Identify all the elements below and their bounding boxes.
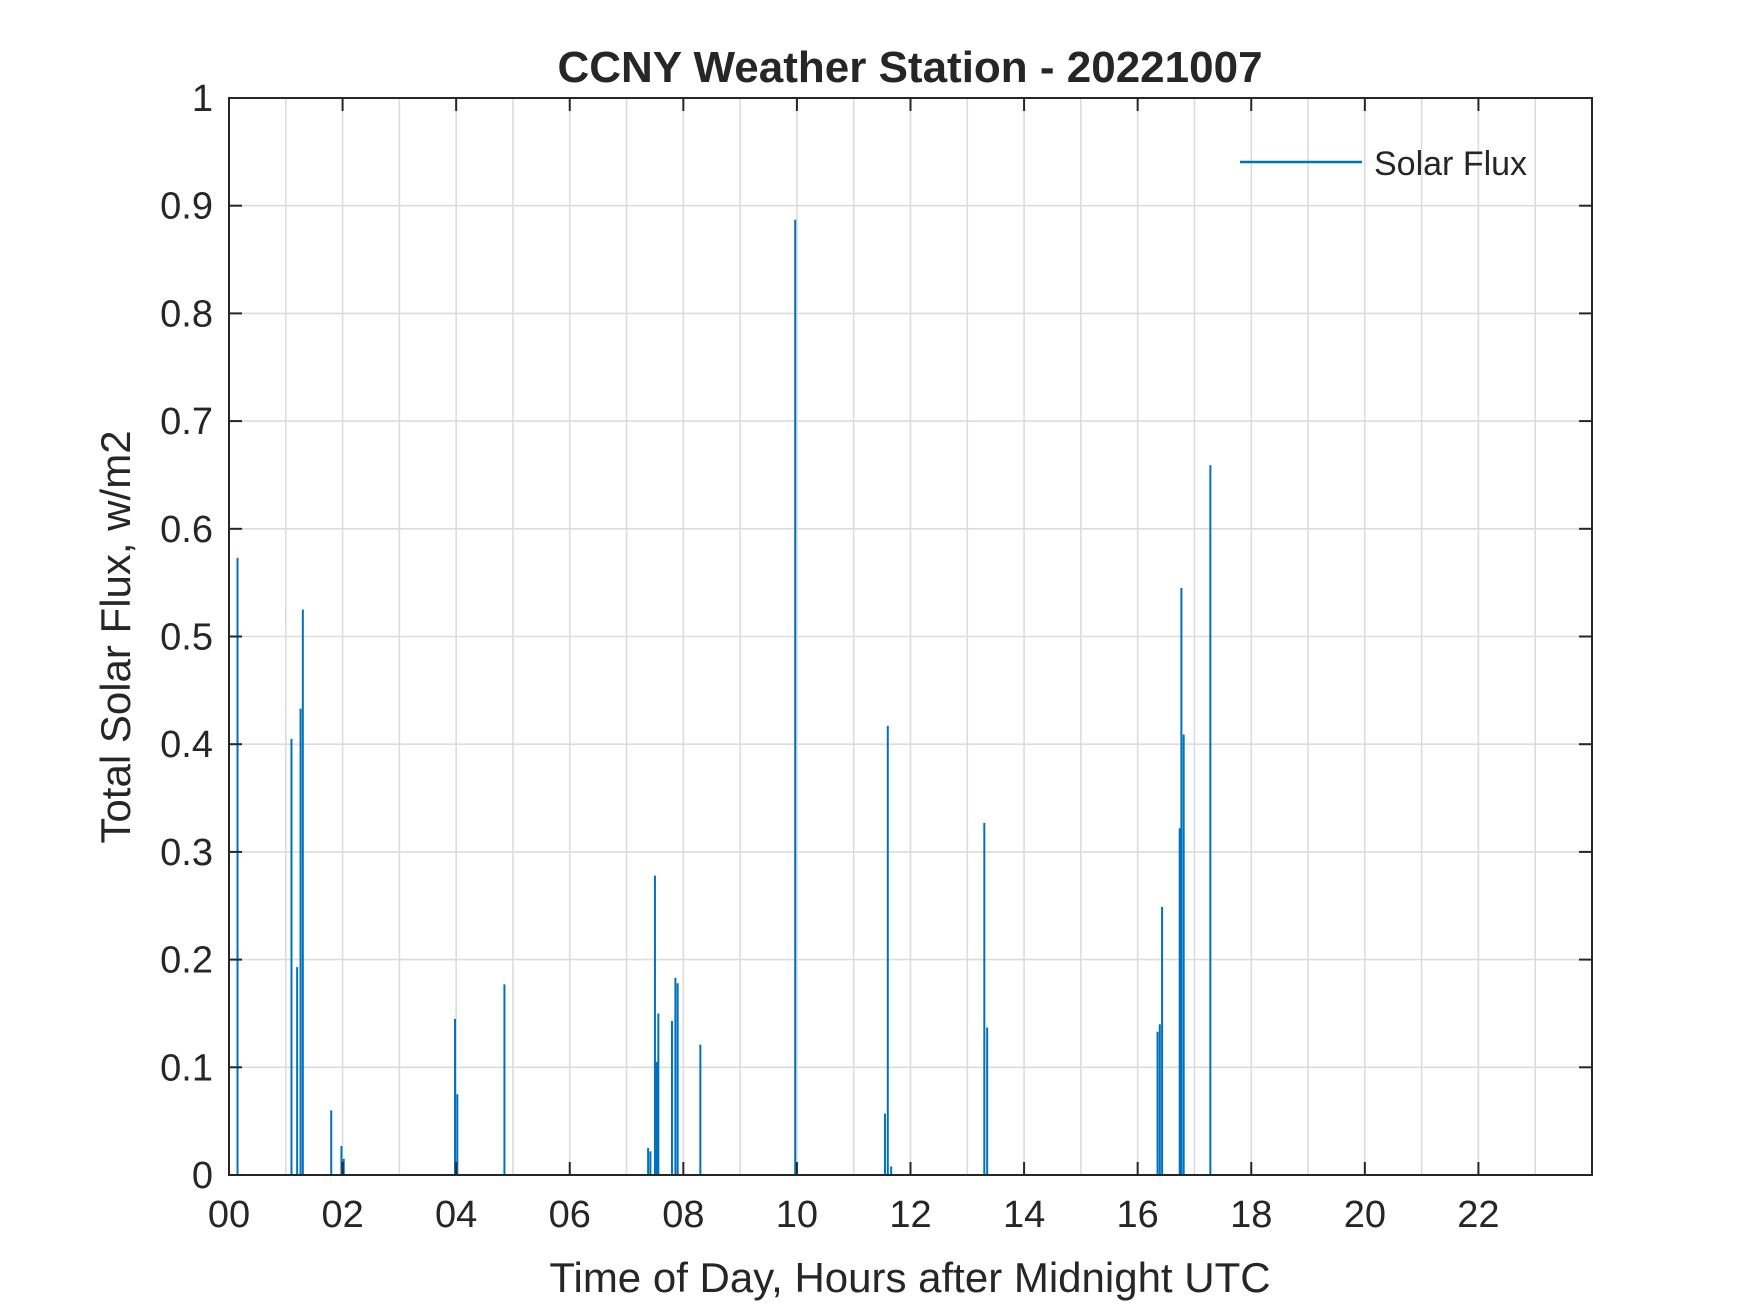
y-tick-label: 0.3 bbox=[160, 832, 213, 874]
x-tick-label: 10 bbox=[776, 1194, 818, 1236]
legend-label-solar-flux: Solar Flux bbox=[1374, 145, 1527, 183]
y-tick-label: 0.9 bbox=[160, 186, 213, 228]
y-tick-label: 0.1 bbox=[160, 1047, 213, 1089]
y-tick-label: 0.8 bbox=[160, 293, 213, 335]
y-tick-labels: 0 0.1 0.2 0.3 0.4 0.5 0.6 0.7 0.8 0.9 1 bbox=[160, 78, 213, 1197]
legend: Solar Flux bbox=[1240, 145, 1527, 183]
y-axis-label: Total Solar Flux, w/m2 bbox=[92, 430, 139, 843]
y-tick-label: 0.5 bbox=[160, 617, 213, 659]
x-tick-label: 12 bbox=[889, 1194, 931, 1236]
x-axis-label: Time of Day, Hours after Midnight UTC bbox=[549, 1254, 1270, 1301]
x-tick-label: 08 bbox=[662, 1194, 704, 1236]
grid bbox=[229, 98, 1592, 1175]
x-tick-label: 18 bbox=[1230, 1194, 1272, 1236]
y-tick-label: 0.4 bbox=[160, 724, 213, 766]
x-tick-label: 02 bbox=[321, 1194, 363, 1236]
chart-title: CCNY Weather Station - 20221007 bbox=[557, 43, 1262, 92]
y-tick-label: 0 bbox=[192, 1155, 213, 1197]
x-tick-label: 14 bbox=[1003, 1194, 1045, 1236]
axis-ticks bbox=[228, 97, 1592, 1176]
x-tick-label: 22 bbox=[1457, 1194, 1499, 1236]
x-tick-labels: 00 02 04 06 08 10 12 14 16 18 20 22 bbox=[208, 1194, 1500, 1236]
x-tick-label: 00 bbox=[208, 1194, 250, 1236]
x-tick-label: 06 bbox=[549, 1194, 591, 1236]
y-tick-label: 1 bbox=[192, 78, 213, 120]
y-tick-label: 0.6 bbox=[160, 509, 213, 551]
x-tick-label: 16 bbox=[1117, 1194, 1159, 1236]
x-tick-label: 20 bbox=[1344, 1194, 1386, 1236]
y-tick-label: 0.7 bbox=[160, 401, 213, 443]
x-tick-label: 04 bbox=[435, 1194, 477, 1236]
y-tick-label: 0.2 bbox=[160, 940, 213, 982]
